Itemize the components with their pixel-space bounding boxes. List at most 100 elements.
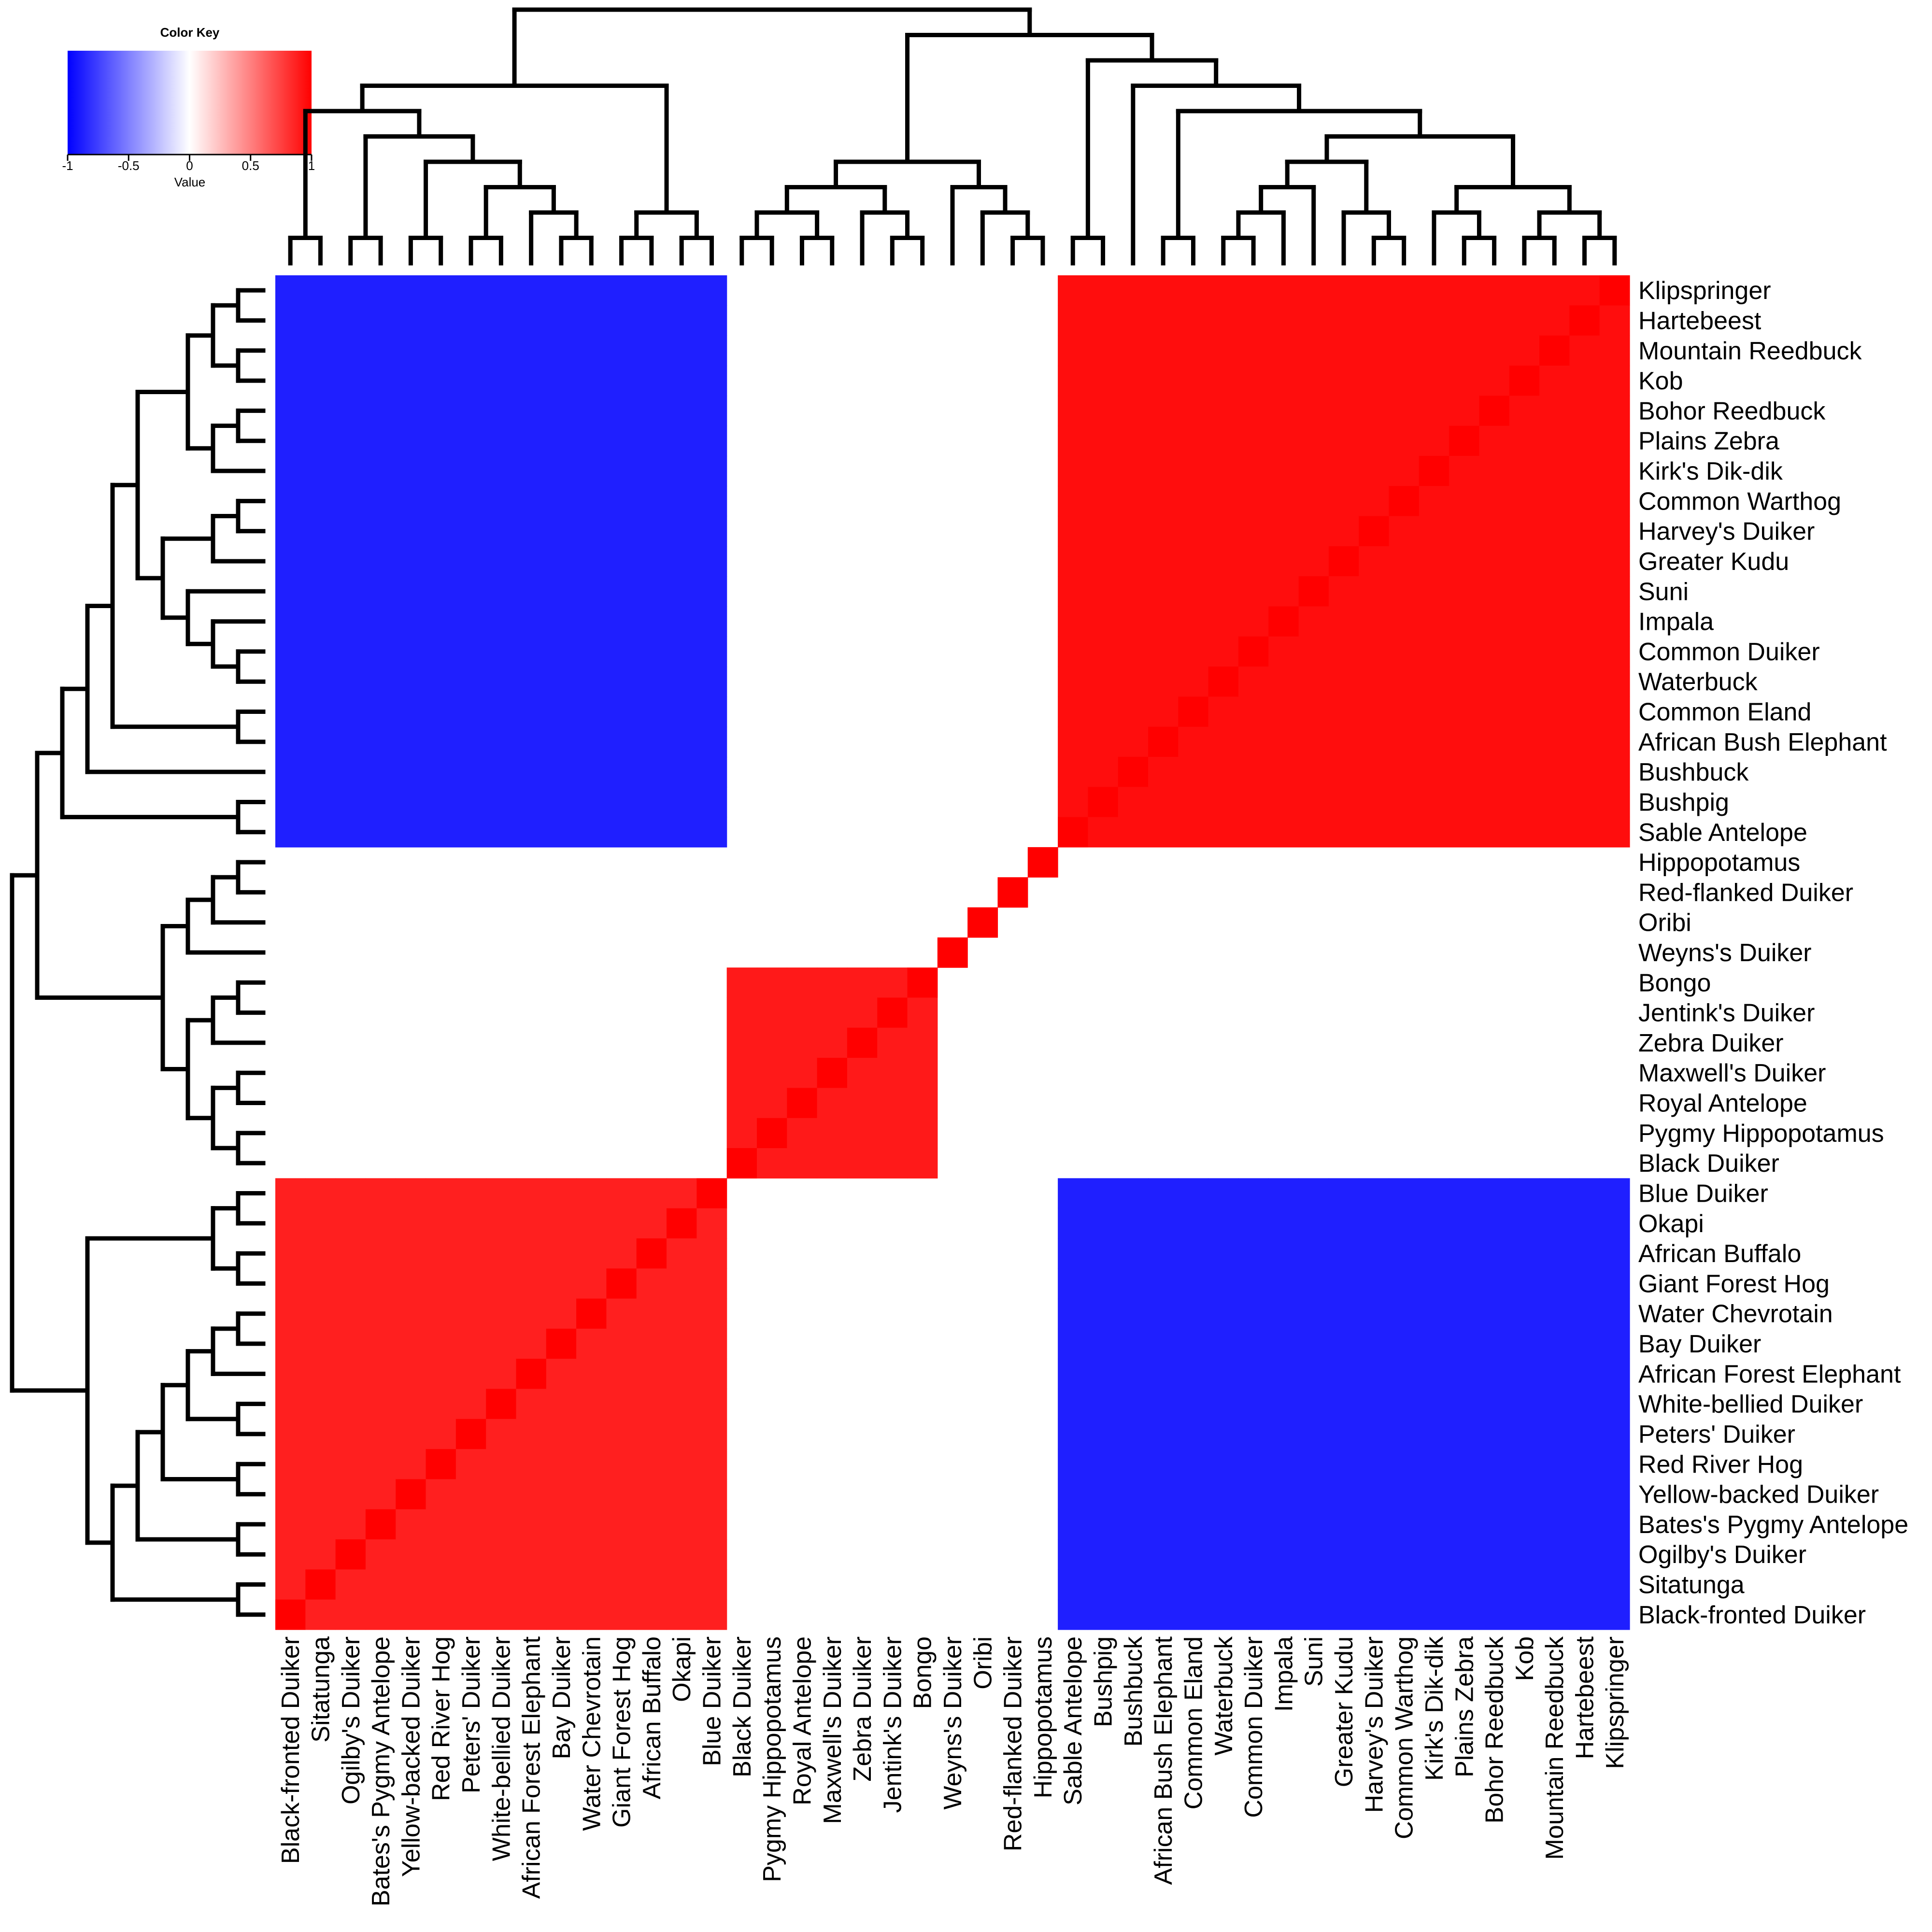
heatmap-cell — [1088, 1328, 1119, 1359]
heatmap-cell — [576, 726, 607, 757]
heatmap-cell — [486, 726, 517, 757]
heatmap-cell — [1298, 426, 1329, 456]
heatmap-cell — [1359, 1569, 1390, 1600]
row-label-mountain-reedbuck: Mountain Reedbuck — [1638, 337, 1862, 365]
column-label-bay-duiker: Bay Duiker — [548, 1636, 576, 1759]
column-label-hippopotamus: Hippopotamus — [1029, 1636, 1057, 1798]
heatmap-cell — [426, 1328, 456, 1359]
heatmap-cell — [1449, 817, 1480, 848]
heatmap-cell — [426, 1509, 456, 1540]
heatmap-cell — [1148, 1599, 1179, 1630]
heatmap-cell — [1268, 305, 1299, 336]
heatmap-cell — [275, 1328, 306, 1359]
heatmap-cell — [275, 817, 306, 848]
heatmap-cell — [606, 1328, 637, 1359]
heatmap-cell — [1328, 696, 1359, 727]
heatmap-cell — [305, 365, 336, 396]
heatmap-cell — [817, 1088, 848, 1119]
heatmap-cell — [1479, 1509, 1510, 1540]
heatmap-cell — [335, 275, 366, 306]
heatmap-cell — [606, 1419, 637, 1449]
heatmap-cell — [1118, 1208, 1149, 1239]
heatmap-cell — [275, 1178, 306, 1209]
heatmap-cell — [787, 967, 818, 998]
heatmap-cell — [1148, 1328, 1179, 1359]
row-label-maxwell-s-duiker: Maxwell's Duiker — [1638, 1059, 1826, 1087]
heatmap-cell — [1389, 1328, 1420, 1359]
heatmap-cell — [426, 335, 456, 366]
heatmap-cell — [606, 667, 637, 697]
heatmap-cell — [1148, 1569, 1179, 1600]
heatmap-cell — [1539, 1599, 1570, 1630]
heatmap-cell — [877, 1058, 908, 1088]
heatmap-cell — [1599, 365, 1630, 396]
heatmap-cell — [516, 696, 547, 727]
heatmap-cell — [1088, 1539, 1119, 1570]
heatmap-cell — [1569, 1599, 1600, 1630]
heatmap-cell — [1359, 365, 1390, 396]
heatmap-cell — [335, 817, 366, 848]
heatmap-cell — [1479, 396, 1510, 426]
heatmap-cell — [1298, 335, 1329, 366]
heatmap-cell — [1298, 1389, 1329, 1420]
heatmap-cell — [606, 1449, 637, 1480]
heatmap-cell — [667, 1238, 697, 1269]
heatmap-cell — [576, 787, 607, 818]
column-label-black-duiker: Black Duiker — [728, 1636, 756, 1777]
heatmap-cell — [335, 1509, 366, 1540]
heatmap-cell — [1389, 1539, 1420, 1570]
heatmap-cell — [335, 455, 366, 486]
heatmap-cell — [1058, 1509, 1088, 1540]
heatmap-cell — [1238, 787, 1269, 818]
heatmap-cell — [1088, 1268, 1119, 1299]
heatmap-cell — [1509, 1328, 1540, 1359]
heatmap-cell — [1268, 576, 1299, 607]
heatmap-cell — [516, 1298, 547, 1329]
heatmap-cell — [1449, 696, 1480, 727]
heatmap-cell — [1208, 696, 1239, 727]
heatmap-cell — [576, 1509, 607, 1540]
heatmap-cell — [606, 1359, 637, 1390]
heatmap-cell — [667, 1328, 697, 1359]
heatmap-cell — [756, 1058, 787, 1088]
heatmap-cell — [365, 516, 396, 547]
heatmap-cell — [365, 1298, 396, 1329]
heatmap-cell — [1328, 365, 1359, 396]
heatmap-cell — [1539, 1238, 1570, 1269]
heatmap-cell — [486, 426, 517, 456]
heatmap-cell — [305, 636, 336, 667]
heatmap-cell — [1449, 1298, 1480, 1329]
heatmap-cell — [1359, 1419, 1390, 1449]
heatmap-cell — [1359, 1449, 1390, 1480]
heatmap-cell — [1509, 1569, 1540, 1600]
heatmap-cell — [1118, 275, 1149, 306]
heatmap-cell — [305, 335, 336, 366]
heatmap-cell — [1238, 756, 1269, 787]
heatmap-cell — [696, 1449, 727, 1480]
heatmap-cell — [636, 275, 667, 306]
heatmap-cell — [1569, 486, 1600, 517]
column-label-maxwell-s-duiker: Maxwell's Duiker — [819, 1636, 847, 1824]
heatmap-cell — [636, 636, 667, 667]
heatmap-cell — [1058, 726, 1088, 757]
heatmap-cell — [1328, 1389, 1359, 1420]
heatmap-cell — [516, 1539, 547, 1570]
heatmap-cell — [1509, 275, 1540, 306]
heatmap-cell — [1268, 546, 1299, 577]
heatmap-cell — [486, 696, 517, 727]
heatmap-cell — [1599, 1298, 1630, 1329]
column-label-impala: Impala — [1270, 1636, 1298, 1712]
heatmap-cell — [1479, 1569, 1510, 1600]
heatmap-cell — [1238, 667, 1269, 697]
heatmap-cell — [667, 396, 697, 426]
heatmap-cell — [305, 606, 336, 637]
heatmap-cell — [1359, 1509, 1390, 1540]
heatmap-cell — [1449, 546, 1480, 577]
heatmap-cell — [1539, 455, 1570, 486]
heatmap-cell — [365, 486, 396, 517]
heatmap-cell — [516, 1599, 547, 1630]
heatmap-cell — [546, 365, 577, 396]
row-label-greater-kudu: Greater Kudu — [1638, 548, 1789, 576]
heatmap-cell — [1088, 426, 1119, 456]
heatmap-cell — [696, 305, 727, 336]
